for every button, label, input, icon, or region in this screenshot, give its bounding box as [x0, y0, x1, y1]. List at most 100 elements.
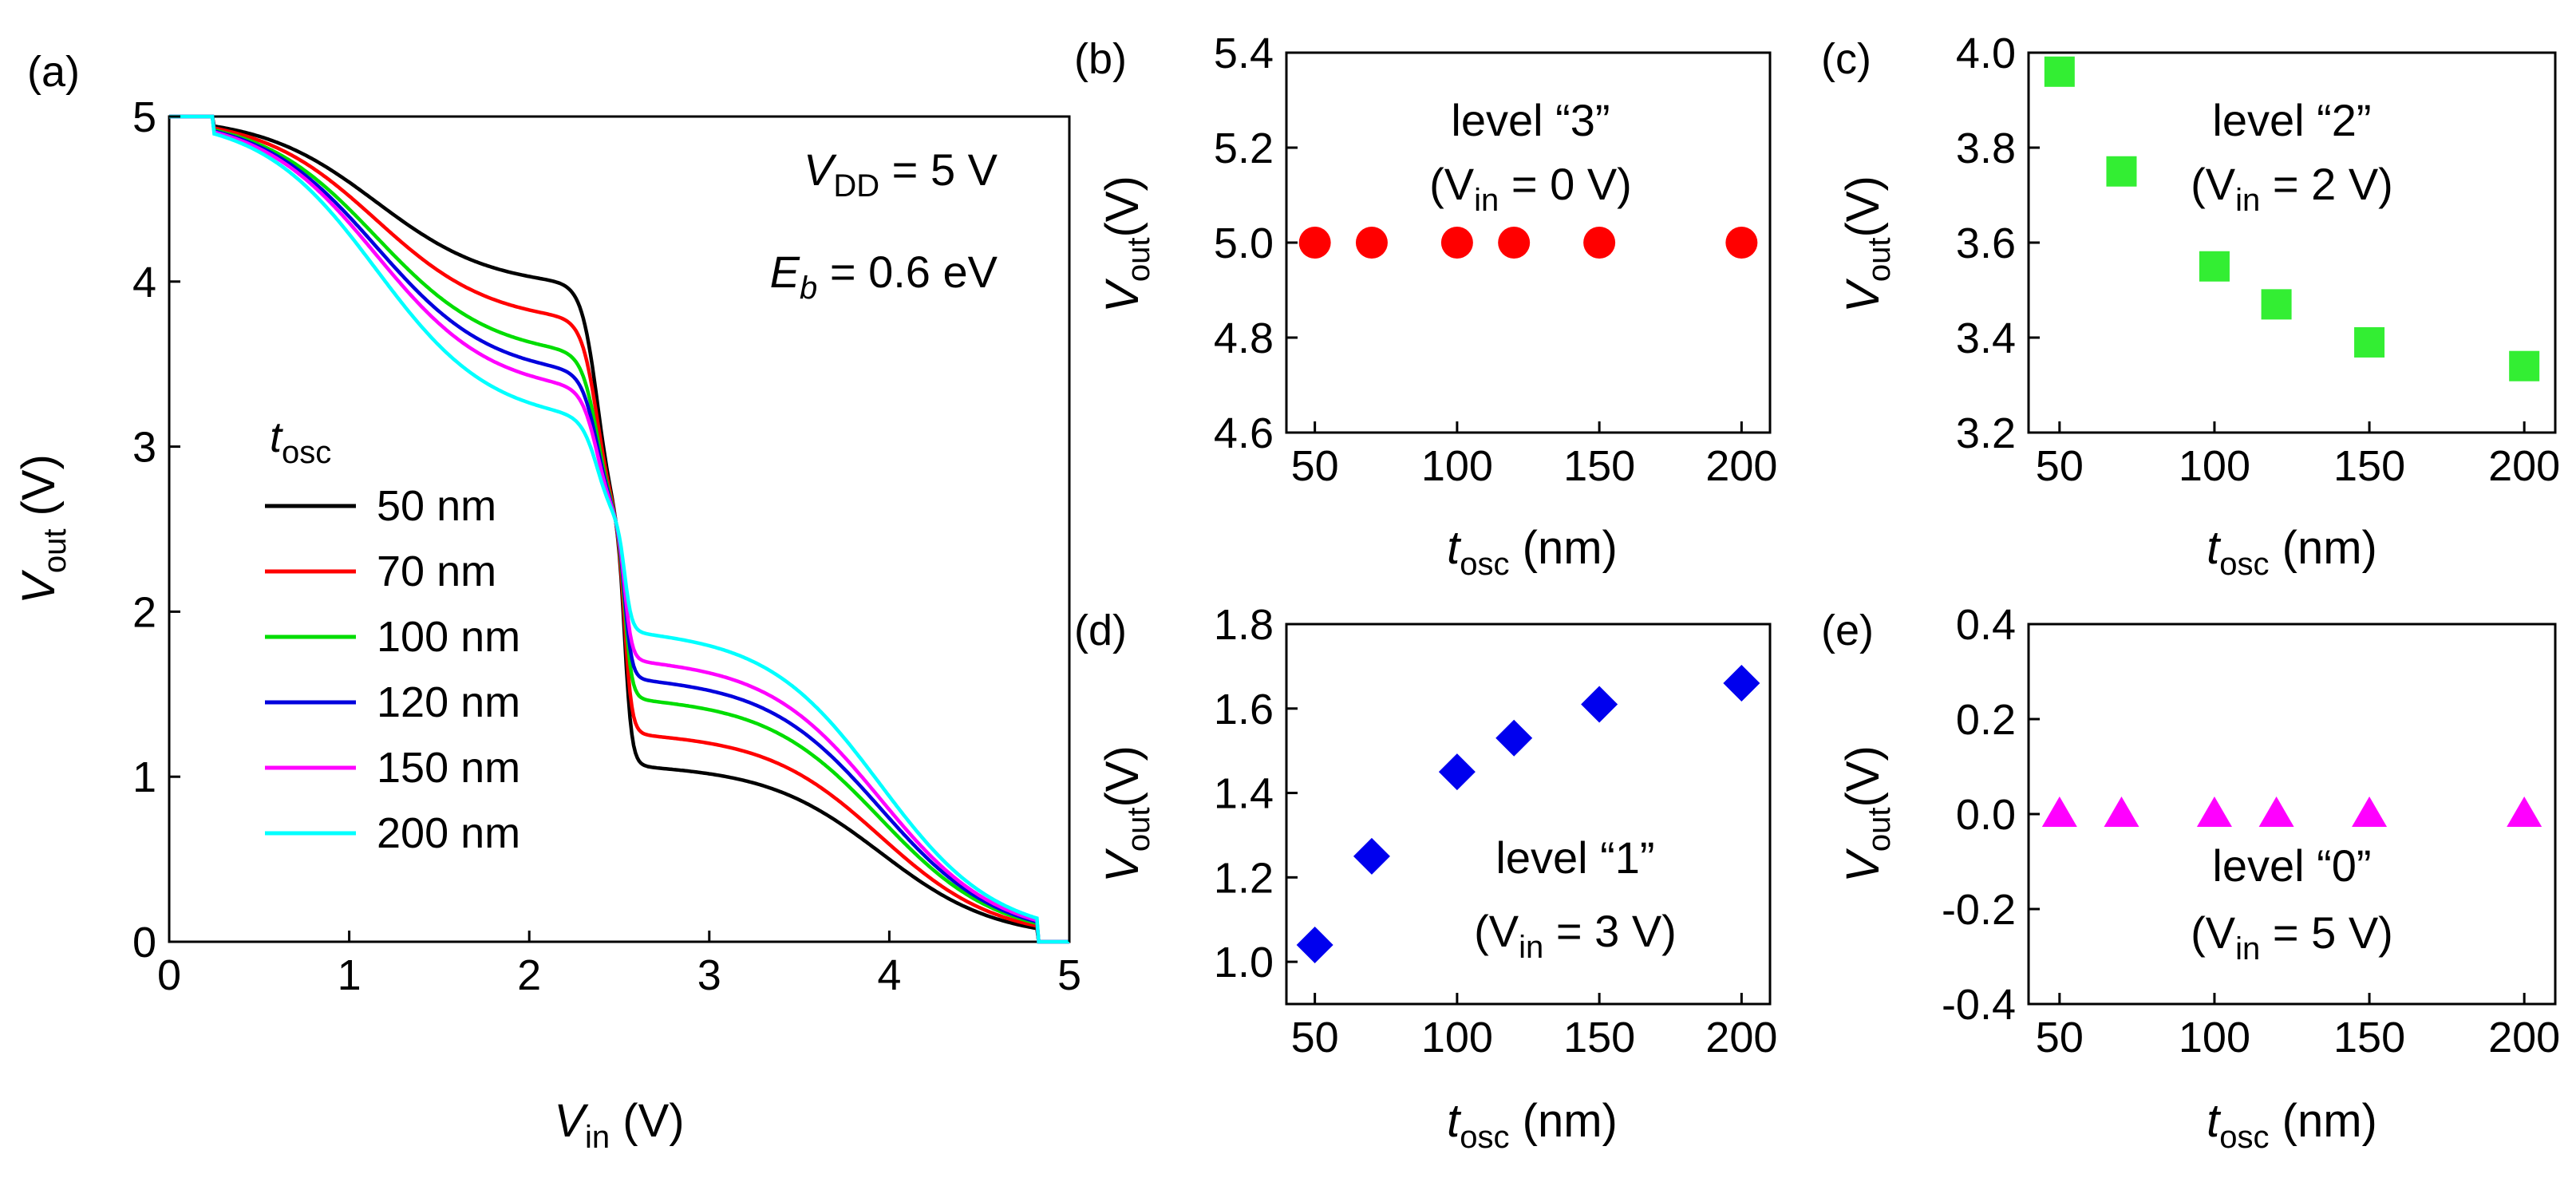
panel-a-ticks: 0 1 2 3 4 5 0 1 2 3 4 5: [132, 93, 1081, 999]
panel-b-label: (b): [1074, 35, 1127, 83]
data-point-d-1: [1353, 837, 1390, 875]
data-point-b-0: [1298, 227, 1331, 259]
data-point-d-2: [1438, 753, 1476, 791]
panel-a-xtick-label: 2: [517, 951, 541, 999]
panel-e-label: (e): [1821, 607, 1874, 654]
panel-b-xtick-label: 50: [1291, 442, 1339, 490]
legend-label: 120 nm: [377, 678, 520, 726]
panel-d-xtick-label: 50: [1291, 1014, 1339, 1061]
panel-d-points: [1296, 665, 1760, 963]
panel-e-ylabel: Vout(V): [1837, 745, 1897, 883]
panel-b-points: [1298, 227, 1758, 259]
panel-c: (c) 50 100 150 200 3.2 3.4 3.6 3.8 4.0 level “2”…: [1821, 30, 2560, 582]
panel-c-ticks: 50 100 150 200 3.2 3.4 3.6 3.8 4.0: [1956, 30, 2560, 490]
panel-a-ytick-label: 5: [132, 93, 156, 141]
panel-d-ytick-label: 1.6: [1214, 686, 1274, 733]
panel-b-xtick-label: 100: [1421, 442, 1493, 490]
panel-c-condition: (Vin = 2 V): [2191, 159, 2393, 218]
panel-e-xtick-label: 50: [2036, 1014, 2084, 1061]
panel-a-ytick-label: 4: [132, 259, 156, 306]
panel-b-ytick-label: 5.4: [1214, 30, 1274, 77]
data-point-d-4: [1581, 686, 1618, 723]
panel-e-ytick-label: 0.4: [1956, 601, 2016, 649]
data-point-b-5: [1725, 227, 1758, 259]
panel-d-xtick-label: 100: [1421, 1014, 1493, 1061]
panel-c-ytick-label: 3.4: [1956, 314, 2016, 362]
panel-a-xtick-label: 0: [157, 951, 181, 999]
data-point-e-3: [2258, 797, 2294, 827]
panel-e-xtick-label: 100: [2179, 1014, 2250, 1061]
panel-a-series: [169, 114, 1069, 944]
panel-e-ytick-label: 0.0: [1956, 791, 2016, 839]
legend: tosc 50 nm 70 nm 100 nm 120 nm 150 nm 200 nm: [265, 413, 520, 857]
panel-d-xtick-label: 200: [1705, 1014, 1777, 1061]
panel-d-xtick-label: 150: [1563, 1014, 1635, 1061]
panel-e-xtick-label: 200: [2488, 1014, 2560, 1061]
panel-e-ticks: 50 100 150 200 -0.4 -0.2 0.0 0.2 0.4: [1942, 601, 2560, 1061]
panel-d-label: (d): [1074, 607, 1127, 654]
panel-c-xlabel: tosc (nm): [2207, 522, 2377, 582]
panel-a: (a) 0 1 2 3 4 5 0 1 2 3 4 5 VDD = 5 V Eb = 0.6 eV t…: [13, 48, 1081, 1155]
data-point-b-3: [1498, 227, 1531, 259]
panel-b-xtick-label: 150: [1563, 442, 1635, 490]
panel-d: (d) 50 100 150 200 1.0 1.2 1.4 1.6 1.8 level “1”…: [1074, 601, 1777, 1155]
panel-c-xtick-label: 50: [2036, 442, 2084, 490]
panel-e-condition: (Vin = 5 V): [2191, 907, 2393, 967]
legend-label: 200 nm: [377, 809, 520, 857]
panel-e-xtick-label: 150: [2333, 1014, 2405, 1061]
panel-d-ytick-label: 1.2: [1214, 854, 1274, 902]
legend-title: tosc: [270, 413, 331, 470]
panel-c-points: [2044, 56, 2540, 381]
panel-a-ytick-label: 0: [132, 919, 156, 967]
panel-c-xtick-label: 150: [2333, 442, 2405, 490]
data-point-d-0: [1296, 926, 1333, 963]
panel-c-xtick-label: 200: [2488, 442, 2560, 490]
panel-b-ytick-label: 5.0: [1214, 219, 1274, 267]
panel-a-ytick-label: 3: [132, 424, 156, 472]
eb-annotation: Eb = 0.6 eV: [770, 247, 998, 306]
data-point-b-4: [1583, 227, 1616, 259]
panel-a-label: (a): [27, 48, 80, 96]
series-line-200-nm: [169, 114, 1069, 944]
panel-c-ytick-label: 3.6: [1956, 219, 2016, 267]
panel-b-ytick-label: 4.8: [1214, 314, 1274, 362]
data-point-d-5: [1723, 665, 1760, 702]
data-point-c-5: [2509, 350, 2540, 381]
panel-e-level: level “0”: [2212, 840, 2371, 891]
panel-c-ytick-label: 3.8: [1956, 125, 2016, 172]
data-point-e-5: [2507, 797, 2542, 827]
legend-label: 150 nm: [377, 744, 520, 792]
panel-d-ytick-label: 1.0: [1214, 939, 1274, 986]
panel-c-xtick-label: 100: [2179, 442, 2250, 490]
panel-a-ytick-label: 2: [132, 588, 156, 636]
panel-b-ytick-label: 5.2: [1214, 125, 1274, 172]
legend-entries: 50 nm 70 nm 100 nm 120 nm 150 nm 200 nm: [265, 482, 520, 857]
panel-c-ytick-label: 4.0: [1956, 30, 2016, 77]
panel-b-xlabel: tosc (nm): [1447, 522, 1618, 582]
panel-a-ytick-label: 1: [132, 753, 156, 801]
panel-b-ylabel: Vout(V): [1096, 176, 1156, 313]
data-point-e-2: [2196, 797, 2232, 827]
panel-b-xtick-label: 200: [1705, 442, 1777, 490]
panel-d-level: level “1”: [1495, 832, 1654, 883]
panel-b-condition: (Vin = 0 V): [1429, 159, 1632, 218]
legend-label: 100 nm: [377, 613, 520, 661]
legend-label: 70 nm: [377, 547, 496, 595]
panel-b-level: level “3”: [1451, 95, 1610, 145]
panel-c-ytick-label: 3.2: [1956, 409, 2016, 457]
panel-a-xtick-label: 5: [1057, 951, 1081, 999]
data-point-e-1: [2104, 797, 2139, 827]
panel-b: (b) 50 100 150 200 4.6 4.8 5.0 5.2 5.4 level “3”…: [1074, 30, 1777, 582]
panel-e-points: [2041, 797, 2542, 827]
panel-d-ticks: 50 100 150 200 1.0 1.2 1.4 1.6 1.8: [1214, 601, 1777, 1061]
panel-d-ytick-label: 1.4: [1214, 770, 1274, 818]
panel-d-frame: [1285, 623, 1772, 1006]
data-point-c-1: [2106, 156, 2137, 187]
panel-c-level: level “2”: [2212, 95, 2371, 145]
panel-e-ytick-label: -0.4: [1942, 981, 2016, 1029]
panel-a-ylabel: Vout (V): [13, 454, 73, 604]
panel-a-frame: [168, 115, 1071, 943]
panel-c-ylabel: Vout(V): [1837, 176, 1897, 313]
panel-e-xlabel: tosc (nm): [2207, 1095, 2377, 1155]
